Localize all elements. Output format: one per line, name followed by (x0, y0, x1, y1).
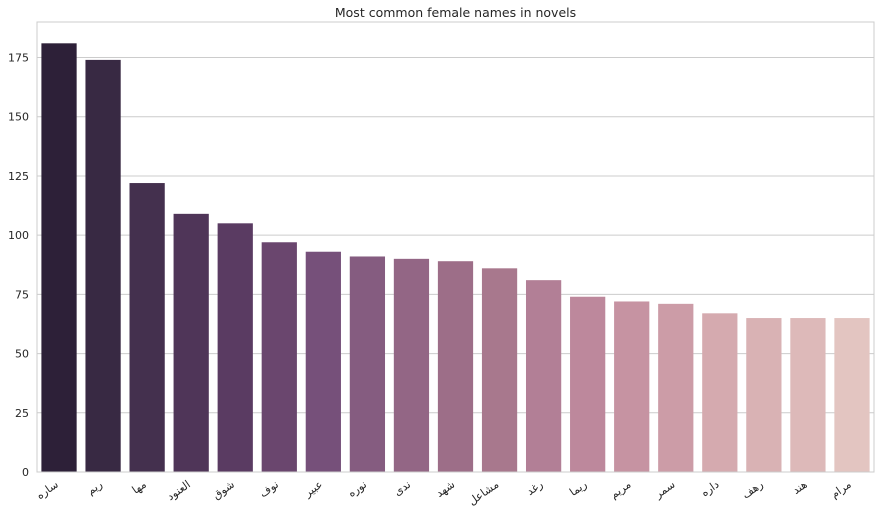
y-tick-label: 75 (15, 288, 29, 301)
y-tick-label: 0 (22, 466, 29, 479)
x-tick-label: شوق (210, 478, 237, 502)
x-tick-label: مها (130, 478, 149, 497)
bar-9 (393, 258, 430, 472)
x-tick-label: سمر (651, 478, 677, 502)
y-tick-label: 150 (8, 111, 29, 124)
x-tick-label: رغد (524, 478, 545, 498)
y-tick-label: 100 (8, 229, 29, 242)
bar-8 (349, 256, 386, 472)
x-tick-label: هند (790, 478, 810, 497)
x-tick-label: مشاعل (466, 478, 501, 508)
bar-14 (614, 301, 650, 472)
chart-title: Most common female names in novels (335, 5, 576, 20)
plot-area-frame (36, 21, 875, 473)
bar-4 (173, 213, 209, 472)
bar-6 (261, 242, 297, 472)
bar-18 (790, 318, 826, 472)
bar-7 (305, 251, 341, 472)
x-tick-label: نوره (345, 478, 369, 500)
y-tick-label: 25 (15, 407, 29, 420)
bars (41, 43, 870, 473)
x-tick-label: داره (698, 478, 721, 500)
x-tick-label: نوف (257, 478, 281, 500)
x-tick-label: العنود (164, 478, 192, 503)
x-axis-ticks: ساره ريم مها العنود شوق نوف عبير نوره ندى شهد مشاع… (34, 478, 854, 508)
x-tick-label: مريم (608, 478, 634, 502)
bar-16 (702, 313, 738, 472)
bar-15 (658, 303, 694, 472)
bar-19 (834, 318, 870, 472)
x-tick-label: رهف (740, 478, 766, 502)
bar-13 (570, 296, 606, 472)
y-axis-ticks: 0 25 50 75 100 125 150 175 (8, 52, 29, 479)
bar-17 (746, 318, 782, 472)
bar-10 (437, 261, 474, 472)
y-tick-label: 175 (8, 52, 29, 65)
x-tick-label: ريم (84, 478, 104, 498)
bar-12 (525, 280, 562, 472)
bar-11 (481, 268, 518, 472)
bar-2 (85, 59, 121, 472)
x-tick-label: عبير (301, 478, 325, 500)
y-tick-label: 125 (8, 170, 29, 183)
bar-3 (129, 183, 165, 473)
x-tick-label: مرام (828, 478, 853, 501)
bar-1 (41, 43, 77, 472)
x-tick-label: ريما (567, 478, 589, 499)
x-tick-label: شهد (433, 478, 457, 500)
x-tick-label: ساره (34, 478, 61, 502)
y-tick-label: 50 (15, 348, 29, 361)
x-tick-label: ندى (391, 478, 413, 499)
bar-5 (217, 223, 253, 472)
